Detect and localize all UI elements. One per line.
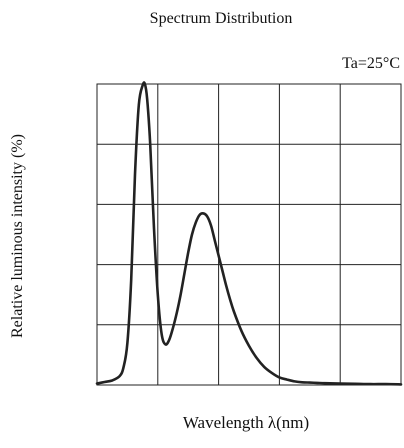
x-axis-label: Wavelength λ(nm) [183,413,309,432]
y-axis-label: Relative luminous intensity (%) [9,134,26,338]
plot-frame [96,83,402,386]
grid [97,84,401,385]
temperature-annotation: Ta=25°C [342,55,400,72]
spectrum-curve [95,81,403,386]
chart-title: Spectrum Distribution [150,10,293,27]
